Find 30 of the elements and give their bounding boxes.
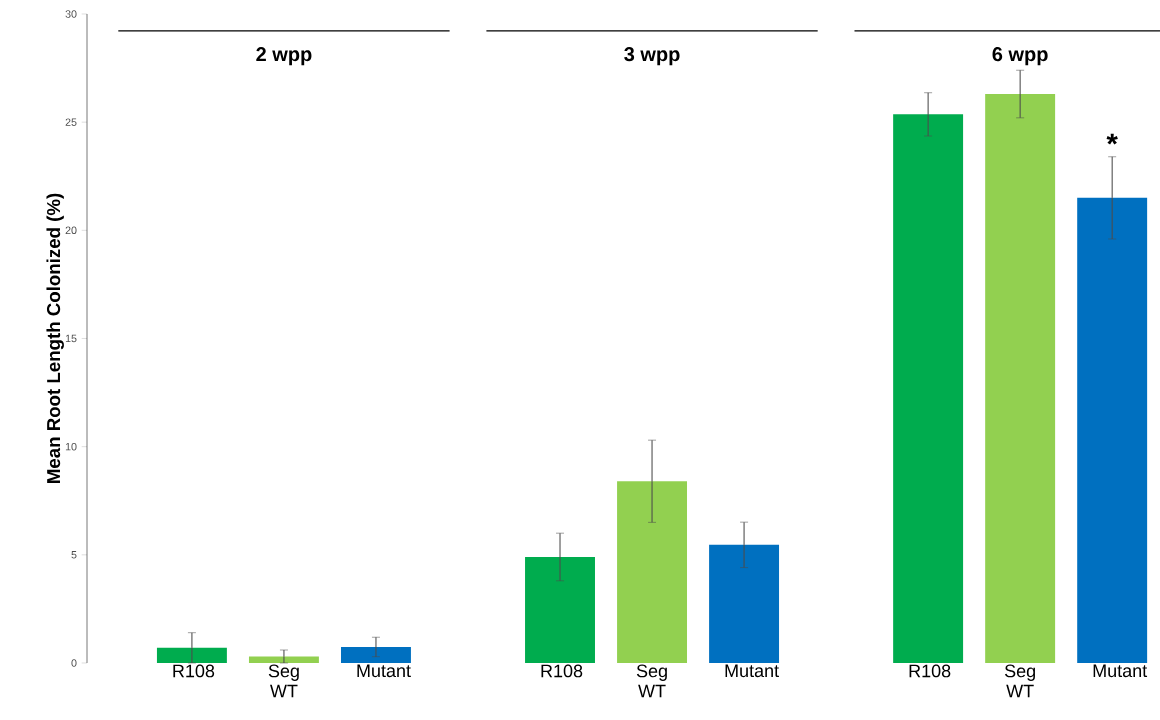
x-tick-label: Mutant [357, 664, 411, 678]
y-tick-label: 25 [65, 118, 77, 126]
x-tick-label: R108 [541, 664, 583, 678]
bar [617, 481, 688, 663]
x-tick-label: Seg WT [1004, 664, 1035, 698]
x-tick-label: Seg WT [636, 664, 667, 698]
annotation: 6 wpp [992, 47, 1048, 66]
y-tick-label: 15 [65, 334, 77, 343]
y-tick-label: 20 [65, 226, 77, 235]
x-tick-label: R108 [173, 664, 215, 678]
bar [156, 647, 227, 663]
y-tick-label: 5 [71, 551, 77, 559]
bar [1077, 197, 1148, 663]
bar [893, 114, 964, 663]
annotation: 2 wpp [256, 47, 312, 66]
y-tick-label: 30 [65, 10, 77, 18]
x-tick-label: R108 [909, 664, 951, 678]
y-tick-label: 0 [71, 659, 77, 667]
y-tick-label: 10 [65, 442, 77, 451]
x-tick-label: Mutant [725, 664, 779, 678]
data-label: * [1106, 133, 1118, 145]
x-tick-label: Mutant [1093, 664, 1148, 678]
y-axis-title: Mean Root Length Colonized (%) [46, 193, 64, 483]
bar [525, 556, 595, 663]
bar [985, 94, 1056, 663]
bar [709, 544, 780, 663]
bar [341, 646, 411, 663]
bar [248, 656, 319, 663]
annotation: 3 wpp [624, 47, 680, 66]
x-tick-label: Seg WT [268, 664, 299, 698]
